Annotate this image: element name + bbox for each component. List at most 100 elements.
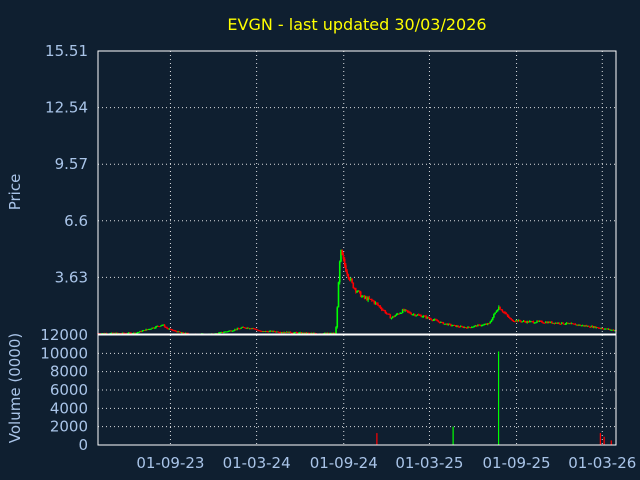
price-candle-body bbox=[368, 297, 371, 299]
price-candle-body bbox=[251, 328, 253, 330]
price-candle-body bbox=[473, 325, 475, 327]
price-candle-body bbox=[486, 323, 489, 325]
price-candle-body bbox=[580, 325, 583, 327]
price-candle-body bbox=[510, 318, 512, 320]
price-candle-body bbox=[151, 327, 154, 329]
price-candle-body bbox=[593, 326, 595, 328]
price-candle-body bbox=[483, 324, 485, 326]
price-candle-body bbox=[169, 328, 172, 330]
price-candle-body bbox=[553, 322, 556, 324]
price-candle-body bbox=[431, 319, 434, 321]
price-candle-body bbox=[330, 332, 332, 334]
price-candle-body bbox=[438, 321, 441, 323]
price-tick-label: 15.51 bbox=[45, 42, 88, 60]
price-candle-body bbox=[226, 331, 229, 333]
price-candle-body bbox=[308, 332, 310, 334]
price-candle-body bbox=[523, 320, 526, 322]
price-candle-body bbox=[112, 332, 114, 334]
price-candle-body bbox=[387, 313, 389, 315]
price-candle-body bbox=[354, 288, 357, 292]
price-candle-body bbox=[556, 322, 558, 324]
price-candle-body bbox=[468, 326, 471, 328]
price-candle-body bbox=[150, 328, 152, 330]
price-candle-body bbox=[532, 321, 535, 323]
price-candle-body bbox=[379, 306, 382, 309]
price-candle-body bbox=[152, 327, 155, 329]
price-candle-body bbox=[362, 295, 364, 297]
price-candle-body bbox=[451, 325, 453, 327]
price-candle-body bbox=[225, 331, 228, 333]
price-candle-body bbox=[470, 327, 473, 329]
volume-bar bbox=[599, 433, 601, 445]
price-candle-body bbox=[352, 282, 355, 289]
price-candle-body bbox=[348, 277, 351, 281]
price-candle-body bbox=[501, 310, 504, 312]
price-candle-body bbox=[263, 331, 266, 333]
price-candle-body bbox=[404, 309, 406, 311]
price-candle-body bbox=[595, 327, 598, 329]
price-candle-body bbox=[408, 311, 410, 313]
price-candle-body bbox=[428, 318, 431, 320]
price-candle-body bbox=[297, 332, 299, 334]
price-candle-body bbox=[485, 323, 488, 325]
price-candle-body bbox=[469, 327, 472, 329]
price-candle-body bbox=[165, 327, 167, 329]
x-tick-label: 01-09-24 bbox=[310, 454, 378, 472]
price-candle-body bbox=[405, 309, 408, 311]
price-candle-body bbox=[161, 324, 163, 326]
price-candle-body bbox=[467, 326, 469, 329]
price-candle-body bbox=[173, 330, 176, 332]
price-candle-body bbox=[597, 327, 600, 329]
price-candle-body bbox=[605, 328, 607, 330]
price-candle-body bbox=[174, 330, 177, 332]
price-candle-body bbox=[305, 332, 308, 334]
price-candle-body bbox=[142, 330, 145, 332]
price-candle-body bbox=[114, 332, 117, 334]
price-candle-body bbox=[535, 322, 537, 324]
volume-tick-label: 4000 bbox=[50, 399, 88, 417]
price-candle-body bbox=[129, 332, 131, 334]
price-candle-body bbox=[491, 317, 494, 321]
price-candle-body bbox=[557, 322, 559, 324]
price-candle-body bbox=[606, 328, 609, 330]
price-candle-body bbox=[351, 278, 353, 283]
chart-title: EVGN - last updated 30/03/2026 bbox=[227, 15, 486, 34]
price-candle-body bbox=[310, 332, 313, 334]
price-candle-body bbox=[417, 314, 420, 316]
price-candle-body bbox=[240, 327, 242, 329]
price-candle-body bbox=[495, 311, 498, 313]
price-candle-body bbox=[461, 326, 463, 328]
price-candle-body bbox=[346, 271, 348, 275]
price-candle-body bbox=[539, 320, 542, 322]
volume-bars bbox=[376, 351, 612, 445]
price-candle-body bbox=[602, 328, 605, 330]
price-candle-body bbox=[155, 326, 157, 328]
price-candle-body bbox=[600, 328, 602, 330]
price-candle-body bbox=[232, 330, 235, 332]
price-candle-body bbox=[113, 332, 115, 334]
price-candle-body bbox=[277, 331, 279, 333]
price-candle-body bbox=[452, 324, 454, 326]
price-candle-body bbox=[611, 329, 614, 331]
price-candle-body bbox=[454, 325, 457, 327]
price-candle-body bbox=[274, 331, 277, 333]
price-candle-body bbox=[359, 291, 362, 297]
price-candle-body bbox=[144, 330, 146, 332]
price-candle-body bbox=[544, 321, 547, 323]
price-candle-body bbox=[363, 295, 366, 298]
price-candle-body bbox=[484, 323, 487, 325]
price-candle-body bbox=[436, 320, 438, 322]
price-candle-body bbox=[255, 328, 257, 330]
price-candle-body bbox=[184, 332, 187, 334]
volume-bar bbox=[610, 440, 612, 445]
price-candle-body bbox=[121, 332, 124, 334]
x-tick-label: 01-03-24 bbox=[223, 454, 291, 472]
price-candle-body bbox=[421, 316, 424, 318]
price-candle-body bbox=[176, 331, 178, 333]
price-candle-body bbox=[500, 309, 503, 311]
price-candle-body bbox=[542, 322, 545, 324]
price-candle-body bbox=[498, 306, 500, 310]
price-candle-body bbox=[416, 314, 419, 316]
